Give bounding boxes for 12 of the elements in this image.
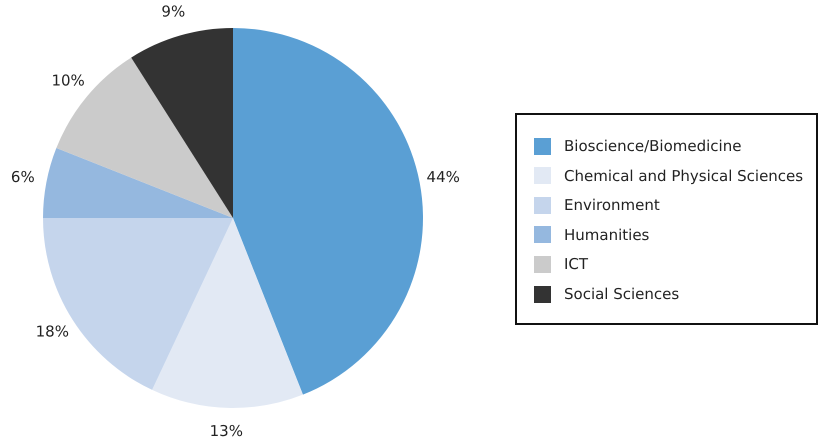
legend-label: ICT	[564, 255, 588, 274]
legend-label: Environment	[564, 196, 660, 214]
data-label: 18%	[36, 322, 69, 341]
data-label: 13%	[210, 422, 243, 440]
legend-label: Chemical and Physical Sciences	[564, 166, 804, 185]
data-label: 9%	[161, 2, 186, 20]
legend-label: Humanities	[564, 226, 650, 244]
data-label: 6%	[10, 168, 35, 186]
data-label: 44%	[426, 168, 460, 186]
legend-label: Bioscience/Biomedicine	[564, 137, 742, 155]
data-label: 10%	[51, 71, 85, 90]
legend-label: Social Sciences	[564, 285, 680, 303]
